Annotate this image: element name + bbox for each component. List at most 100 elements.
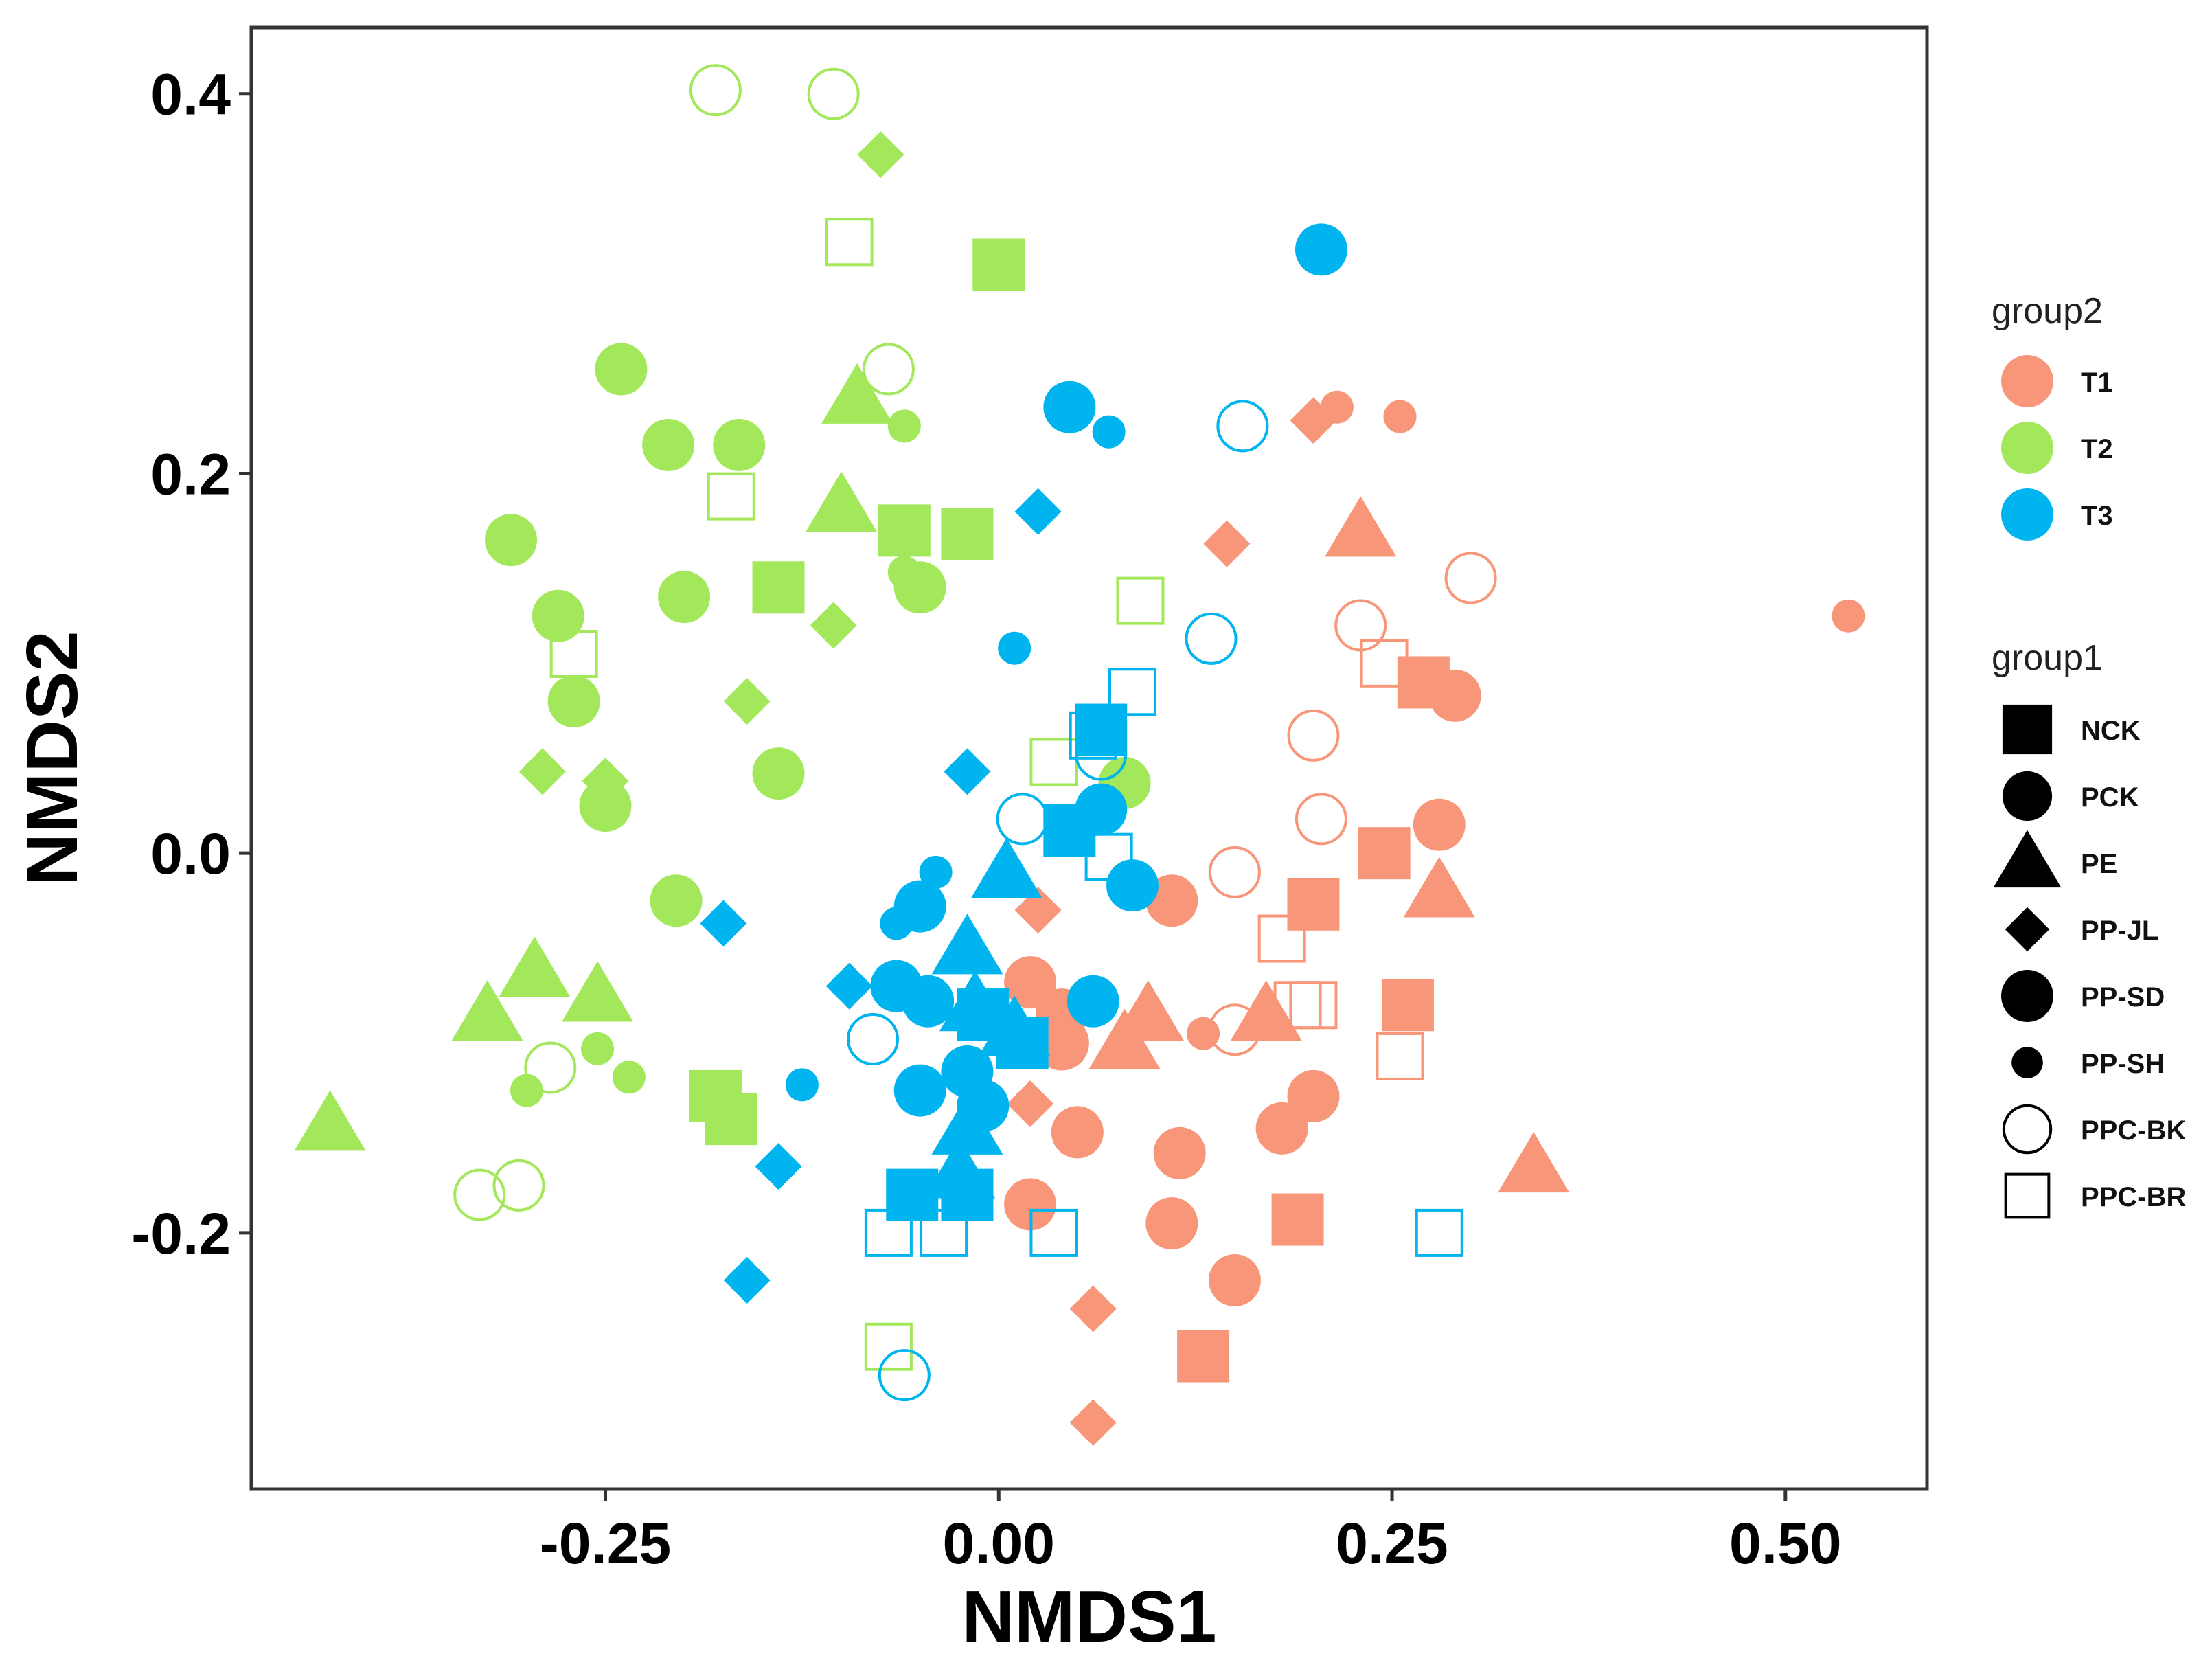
point-t1-nck xyxy=(1271,1193,1324,1246)
point-t1-pp-sh xyxy=(1320,390,1354,424)
point-t3-ppc-br xyxy=(920,1208,968,1257)
y-tick-label: 0.2 xyxy=(150,442,231,506)
point-t3-pck xyxy=(1295,223,1347,276)
x-tick-label: -0.25 xyxy=(540,1511,671,1576)
point-t2-pe xyxy=(451,980,523,1041)
point-t1-pck xyxy=(1145,874,1198,927)
point-t1-nck xyxy=(1381,979,1434,1032)
point-t3-pp-sh xyxy=(785,1068,819,1102)
point-t2-pck xyxy=(658,571,711,624)
axes: -0.25 0.00 0.25 0.50 -0.2 0.0 0.2 0.4 xyxy=(131,63,1841,1576)
legend-key-pp-sd xyxy=(2001,970,2053,1022)
legend-label-pp-jl: PP-JL xyxy=(2081,916,2158,946)
point-t2-ppc-bk xyxy=(689,64,742,117)
point-t3-pe xyxy=(931,1093,1003,1155)
legend-label-pck: PCK xyxy=(2081,782,2139,813)
point-t1-ppc-br xyxy=(1360,639,1409,688)
point-t2-ppc-br xyxy=(864,1322,913,1371)
point-t2-ppc-br xyxy=(1116,576,1165,625)
legend-key-pck xyxy=(2002,771,2053,821)
legend: group2 T1 T2 T3 group1 NCK PCK PE PP-JL PP-SD P… xyxy=(1992,291,2186,1219)
legend-label-t3: T3 xyxy=(2081,501,2113,531)
point-t1-pck xyxy=(1004,956,1057,1009)
point-t2-pp-jl xyxy=(810,602,857,649)
point-t3-pp-sh xyxy=(998,631,1031,665)
point-t3-pp-jl xyxy=(755,1143,802,1190)
y-axis-title: NMDS2 xyxy=(12,631,93,885)
legend-key-ppc-bk xyxy=(2002,1104,2053,1155)
point-t2-pp-jl xyxy=(723,678,771,725)
point-t1-ppc-bk xyxy=(1444,552,1497,604)
point-t3-ppc-br xyxy=(864,1208,913,1257)
point-t3-pck xyxy=(1075,783,1128,836)
point-t2-pck xyxy=(547,675,600,728)
legend-label-pp-sd: PP-SD xyxy=(2081,982,2165,1012)
point-t1-pp-sh xyxy=(1832,599,1865,633)
point-t2-pck xyxy=(752,747,805,800)
legend-key-pp-jl xyxy=(2005,907,2050,952)
point-t1-pp-jl xyxy=(1069,1399,1117,1447)
plot-panel xyxy=(249,25,1929,1491)
point-t2-pe xyxy=(294,1090,366,1151)
point-t1-ppc-bk xyxy=(1208,846,1261,898)
point-t3-pe xyxy=(970,837,1042,898)
point-t3-ppc-br xyxy=(1029,1208,1078,1257)
point-t2-nck xyxy=(705,1093,757,1146)
point-t2-pp-jl xyxy=(518,748,566,795)
point-t2-pp-jl xyxy=(857,131,904,179)
point-t1-pe xyxy=(1498,1132,1570,1193)
data-points xyxy=(294,64,1865,1447)
point-t3-pp-jl xyxy=(723,1257,771,1304)
point-t3-pck xyxy=(1106,859,1159,912)
point-t1-pe xyxy=(1325,496,1397,557)
point-t3-pck xyxy=(1067,975,1119,1028)
point-t1-ppc-bk xyxy=(1295,793,1347,846)
point-t1-pp-sh xyxy=(1383,400,1417,433)
legend-color-title: group2 xyxy=(1992,291,2103,331)
legend-key-t2 xyxy=(2001,422,2053,474)
legend-shape-title: group1 xyxy=(1992,638,2103,678)
point-t2-ppc-bk xyxy=(492,1159,545,1212)
point-t3-pe xyxy=(923,1137,995,1199)
point-t3-pe xyxy=(931,914,1003,975)
point-t1-pe xyxy=(1088,1008,1161,1069)
point-t2-pck xyxy=(642,419,695,471)
point-t1-pe xyxy=(1230,980,1302,1041)
point-t1-pp-jl xyxy=(1007,1080,1054,1127)
x-tick-label: 0.50 xyxy=(1729,1511,1842,1576)
point-t3-ppc-bk xyxy=(1075,728,1128,781)
point-t2-ppc-bk xyxy=(453,1168,506,1221)
y-tick-label: 0.4 xyxy=(150,63,231,127)
point-t3-ppc-br xyxy=(1084,832,1133,881)
point-t2-pp-sh xyxy=(510,1074,543,1107)
point-t2-pck xyxy=(579,780,632,832)
legend-key-t3 xyxy=(2001,488,2053,541)
point-t2-nck xyxy=(941,508,994,560)
point-t3-ppc-bk xyxy=(996,793,1049,846)
point-t1-pp-jl xyxy=(1069,1285,1117,1333)
point-t2-ppc-br xyxy=(707,472,755,521)
point-t2-ppc-bk xyxy=(524,1041,577,1094)
point-t1-nck xyxy=(1358,827,1411,880)
point-t3-pp-sh xyxy=(880,907,913,940)
point-t1-pck xyxy=(1287,1069,1340,1122)
legend-label-ppc-br: PPC-BR xyxy=(2081,1182,2186,1212)
point-t1-pp-jl xyxy=(1203,520,1251,567)
point-t1-ppc-br xyxy=(1257,914,1306,963)
point-t1-pck xyxy=(1413,798,1466,851)
point-t3-pck xyxy=(893,1064,946,1117)
x-tick-label: 0.00 xyxy=(943,1511,1056,1576)
point-t2-pck xyxy=(713,419,766,471)
legend-label-ppc-bk: PPC-BK xyxy=(2081,1115,2186,1146)
point-t2-pp-sh xyxy=(887,409,921,443)
point-t2-pp-sh xyxy=(887,556,921,589)
point-t3-pp-jl xyxy=(700,900,747,947)
point-t1-ppc-bk xyxy=(1287,709,1340,762)
point-t2-nck xyxy=(752,561,805,614)
point-t2-pck xyxy=(595,343,648,396)
point-t1-pck xyxy=(1208,1254,1261,1306)
legend-key-pp-sh xyxy=(2011,1047,2043,1078)
point-t3-pe xyxy=(939,971,1011,1032)
point-t1-pck xyxy=(1428,669,1481,722)
point-t1-pck xyxy=(1004,1178,1057,1231)
